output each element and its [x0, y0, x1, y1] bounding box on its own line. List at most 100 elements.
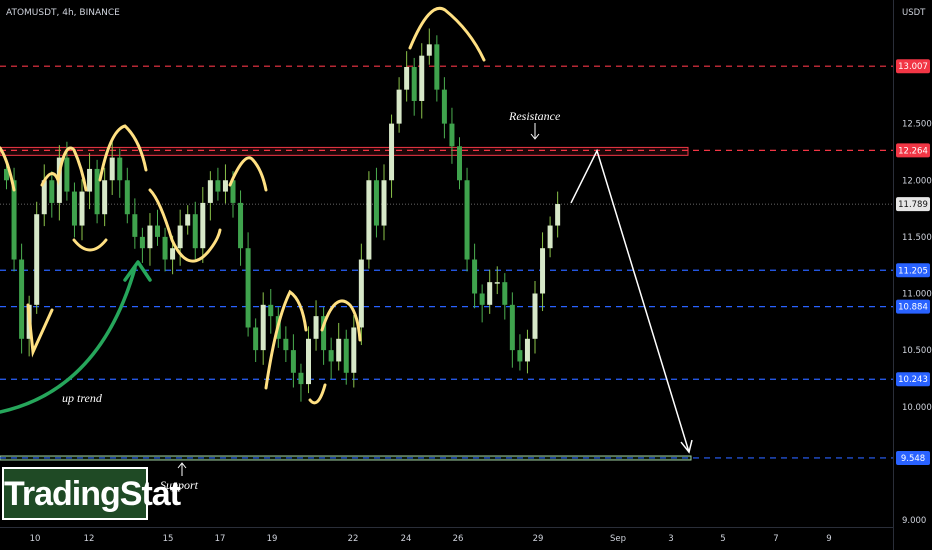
- candle-body-48: [366, 180, 372, 260]
- time-label-11: 5: [720, 534, 725, 544]
- swing-arc-6: [228, 156, 268, 192]
- candle-body-45: [343, 338, 349, 373]
- swing-arc-0: [0, 146, 16, 192]
- candle-body-41: [313, 316, 319, 339]
- candle-body-58: [441, 89, 447, 124]
- candle-body-4: [34, 214, 40, 305]
- candle-body-38: [290, 350, 296, 373]
- candle-body-62: [472, 259, 478, 294]
- time-label-13: 9: [826, 534, 831, 544]
- price-tick-2: 10.000: [902, 403, 932, 413]
- candle-body-14: [109, 157, 115, 181]
- candle-body-19: [147, 225, 153, 249]
- candle-body-52: [396, 89, 402, 124]
- time-label-6: 24: [401, 534, 412, 544]
- candle-body-9: [71, 191, 77, 226]
- time-label-3: 17: [215, 534, 226, 544]
- candle-body-72: [547, 225, 553, 249]
- level-tag-1: [896, 143, 930, 158]
- level-value-2: 11.205: [898, 266, 928, 276]
- currency-label: USDT: [902, 8, 926, 18]
- candle-body-27: [207, 180, 213, 203]
- candle-body-47: [358, 259, 364, 328]
- candle-body-0: [4, 168, 9, 181]
- candle-body-65: [494, 282, 500, 284]
- time-label-10: 3: [668, 534, 673, 544]
- candle-body-16: [124, 180, 130, 215]
- candle-body-35: [268, 304, 274, 317]
- candle-body-63: [479, 293, 485, 305]
- logo-text: TradingStat: [4, 475, 181, 513]
- candle-body-21: [162, 236, 168, 260]
- candle-body-73: [555, 204, 561, 226]
- candle-body-42: [321, 316, 327, 351]
- level-value-1: 12.264: [898, 146, 928, 156]
- support-label: Support: [160, 478, 199, 492]
- price-tick-0: 9.000: [902, 516, 926, 526]
- swing-arc-9: [320, 299, 362, 342]
- candle-body-6: [49, 180, 55, 203]
- level-value-3: 10.884: [898, 303, 928, 313]
- swing-arc-10: [408, 6, 486, 62]
- candle-body-10: [79, 191, 85, 226]
- candle-body-43: [328, 350, 334, 362]
- candle-body-51: [389, 123, 395, 181]
- uptrend-label: up trend: [62, 391, 103, 405]
- candle-body-44: [336, 338, 342, 362]
- time-label-9: Sep: [610, 534, 626, 544]
- candle-body-12: [94, 168, 100, 215]
- candle-body-20: [155, 225, 160, 237]
- price-tick-5: 11.500: [902, 233, 932, 243]
- swing-arc-1: [26, 303, 54, 358]
- uptrend-arrow-line: [0, 266, 137, 414]
- candle-body-34: [260, 304, 266, 351]
- resistance-label: Resistance: [508, 109, 561, 123]
- candle-body-56: [426, 44, 432, 56]
- level-tag-3: [896, 299, 930, 314]
- uptrend-arrow-head: [123, 260, 152, 282]
- resistance-zone: [0, 146, 689, 156]
- chart-title: ATOMUSDT, 4h, BINANCE: [6, 8, 120, 18]
- candle-body-18: [139, 236, 145, 249]
- last-price-value: 11.789: [898, 200, 928, 210]
- candle-body-17: [132, 214, 138, 237]
- candle-body-24: [185, 214, 191, 226]
- tradingstat-logo: TradingStat: [2, 467, 181, 520]
- candle-body-22: [170, 248, 176, 260]
- candle-body-23: [177, 225, 183, 249]
- candle-body-11: [87, 168, 93, 192]
- candle-body-53: [404, 67, 410, 90]
- swing-arc-7: [264, 289, 308, 390]
- level-tag-4: [896, 372, 930, 387]
- swing-arc-5: [148, 188, 222, 263]
- candle-body-40: [306, 338, 311, 385]
- time-label-4: 19: [267, 534, 278, 544]
- level-value-0: 13.007: [898, 62, 928, 72]
- level-tag-5: [896, 450, 930, 465]
- level-value-5: 9.548: [901, 454, 925, 464]
- swing-arc-2: [40, 146, 88, 192]
- swing-arc-3: [72, 238, 108, 252]
- candle-body-32: [245, 248, 251, 328]
- candle-body-25: [192, 214, 198, 249]
- candle-body-31: [238, 202, 244, 249]
- candle-body-46: [351, 327, 357, 373]
- projection-arrow-head: [680, 439, 693, 454]
- candle-body-66: [502, 282, 508, 305]
- time-label-8: 29: [533, 534, 544, 544]
- time-label-5: 22: [348, 534, 359, 544]
- candle-body-1: [11, 180, 17, 260]
- candle-body-5: [41, 180, 47, 215]
- candle-body-33: [253, 327, 259, 351]
- candle-body-13: [102, 180, 108, 215]
- level-value-4: 10.243: [898, 375, 928, 385]
- candle-body-68: [517, 350, 523, 362]
- candle-body-50: [381, 180, 387, 226]
- candle-body-64: [487, 282, 493, 305]
- candle-body-30: [230, 180, 236, 203]
- support-pointer: [177, 462, 187, 476]
- candle-body-8: [64, 157, 70, 192]
- time-label-12: 7: [773, 534, 778, 544]
- candle-body-37: [283, 338, 289, 351]
